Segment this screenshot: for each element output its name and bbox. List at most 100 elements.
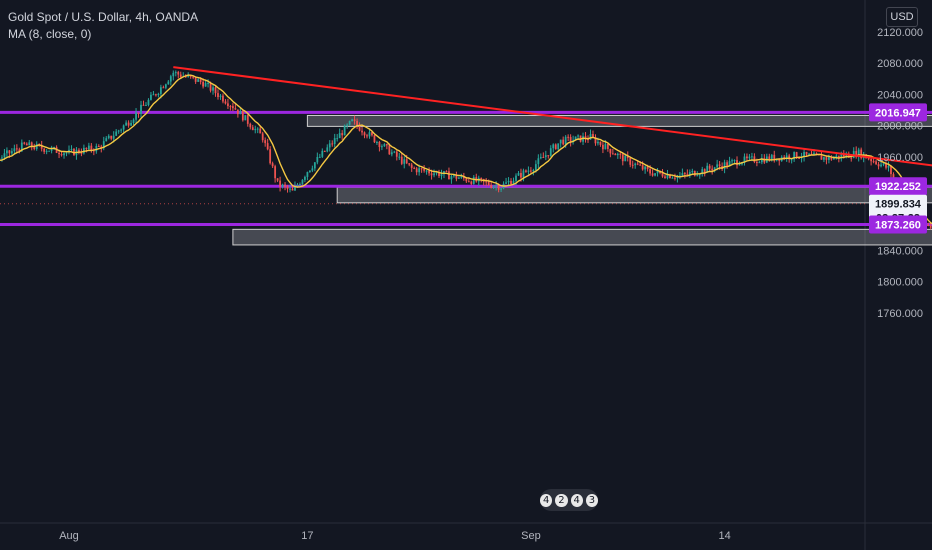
candle-body-192 xyxy=(336,138,339,140)
candle-body-172 xyxy=(286,186,289,189)
x-tick-label-1: Aug xyxy=(59,530,79,542)
candle-body-190 xyxy=(331,143,334,145)
candle-body-148 xyxy=(227,103,229,107)
candle-body-199 xyxy=(353,119,356,121)
candle-body-191 xyxy=(333,138,336,145)
candle-body-389 xyxy=(825,157,828,160)
candle-body-270 xyxy=(530,170,532,172)
candle-body-310 xyxy=(629,157,632,165)
candle-body-143 xyxy=(214,87,217,94)
candle-body-220 xyxy=(405,159,408,164)
candle-body-292 xyxy=(584,136,587,140)
candle-body-378 xyxy=(798,157,800,159)
candle-body-109 xyxy=(130,122,132,126)
candle-body-327 xyxy=(671,177,674,179)
candle-body-355 xyxy=(741,162,743,165)
candle-body-197 xyxy=(348,121,351,125)
candle-body-414 xyxy=(887,166,890,168)
candle-body-281 xyxy=(557,143,560,150)
candle-body-285 xyxy=(567,136,570,138)
candle-body-275 xyxy=(542,157,545,159)
candle-body-366 xyxy=(768,156,771,161)
candle-body-70 xyxy=(33,147,36,149)
zone-rect-3 xyxy=(232,228,932,246)
events-badge[interactable]: 4 2 4 3 xyxy=(540,489,598,511)
time-axis[interactable]: Aug17Sep14Oct19Nov16 xyxy=(59,530,932,542)
candle-body-321 xyxy=(656,170,659,174)
candle-body-180 xyxy=(306,172,309,177)
candle-body-377 xyxy=(795,152,798,158)
zone-rect-1 xyxy=(306,114,932,127)
candle-body-224 xyxy=(415,168,418,173)
candle-body-218 xyxy=(400,156,403,164)
candle-body-273 xyxy=(537,158,540,165)
candle-body-152 xyxy=(236,109,239,115)
candle-body-348 xyxy=(723,162,726,170)
candle-body-302 xyxy=(609,148,612,154)
candle-body-294 xyxy=(589,134,592,140)
candle-body-161 xyxy=(259,128,262,134)
candle-body-252 xyxy=(485,181,488,183)
price-tag-bg-5 xyxy=(869,215,927,234)
candle-body-107 xyxy=(125,122,128,126)
candle-body-112 xyxy=(137,112,140,114)
candle-body-101 xyxy=(110,135,113,139)
candle-body-261 xyxy=(507,180,510,183)
candle-body-229 xyxy=(428,170,430,174)
candle-body-88 xyxy=(78,149,80,153)
candle-body-344 xyxy=(713,167,716,171)
candle-body-269 xyxy=(527,170,530,172)
candle-body-385 xyxy=(815,153,818,155)
candle-body-173 xyxy=(289,188,291,190)
candle-body-354 xyxy=(738,164,741,166)
candle-body-85 xyxy=(70,148,73,150)
candle-body-250 xyxy=(480,177,483,180)
candle-body-236 xyxy=(445,171,448,173)
symbol-title[interactable]: Gold Spot / U.S. Dollar, 4h, OANDA xyxy=(8,10,199,24)
candle-body-409 xyxy=(875,161,877,165)
candle-body-91 xyxy=(85,147,88,150)
candle-body-280 xyxy=(554,144,557,150)
candle-body-140 xyxy=(207,82,209,84)
candle-body-198 xyxy=(351,119,353,122)
indicator-label[interactable]: MA (8, close, 0) xyxy=(8,27,92,41)
trendline-layer xyxy=(173,66,932,167)
price-axis[interactable]: 2120.000 2080.000 2040.000 2000.000 1960.000… xyxy=(877,27,923,320)
candle-body-337 xyxy=(696,175,699,177)
candle-body-396 xyxy=(842,154,845,157)
candle-body-111 xyxy=(135,112,137,120)
candle-body-326 xyxy=(669,174,671,179)
candle-body-170 xyxy=(281,184,284,187)
candle-body-136 xyxy=(197,79,200,82)
candle-body-314 xyxy=(639,164,642,166)
candle-body-288 xyxy=(574,136,577,141)
price-tag-bg-1 xyxy=(869,103,927,122)
candle-body-295 xyxy=(592,134,594,138)
candle-body-346 xyxy=(718,164,721,167)
candle-body-367 xyxy=(770,154,773,161)
candle-body-146 xyxy=(222,95,224,102)
candle-body-226 xyxy=(420,168,423,170)
candle-body-334 xyxy=(688,172,691,175)
candle-body-380 xyxy=(803,151,805,158)
candle-body-125 xyxy=(169,76,172,82)
candle-body-394 xyxy=(837,155,840,159)
candle-body-331 xyxy=(681,173,684,176)
candle-body-89 xyxy=(80,152,83,154)
candle-body-57 xyxy=(1,157,3,159)
candle-body-122 xyxy=(162,87,165,89)
candle-body-133 xyxy=(189,75,192,77)
currency-button[interactable]: USD xyxy=(886,7,918,27)
y-tick-label-3: 2040.000 xyxy=(877,89,923,101)
candle-body-247 xyxy=(472,177,475,184)
candle-body-145 xyxy=(219,95,222,97)
candle-body-134 xyxy=(192,76,195,78)
candle-body-164 xyxy=(266,143,269,150)
candle-body-116 xyxy=(147,99,150,105)
candle-body-138 xyxy=(202,81,204,87)
candle-body-121 xyxy=(159,87,162,94)
y-tick-label-1: 2120.000 xyxy=(877,27,923,39)
candle-body-415 xyxy=(890,166,892,175)
candle-body-160 xyxy=(256,128,259,130)
